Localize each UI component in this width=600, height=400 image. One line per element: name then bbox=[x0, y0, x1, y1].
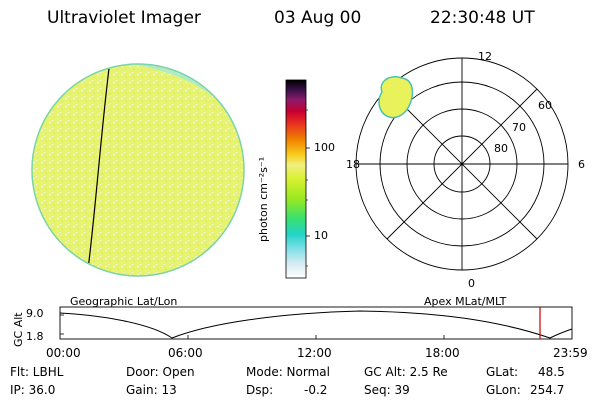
date-label: 03 Aug 00 bbox=[274, 8, 362, 28]
mlt-label-0: 0 bbox=[468, 277, 475, 290]
glon-label: GLon: bbox=[486, 383, 521, 397]
flt-info: Flt: LBHL bbox=[10, 365, 64, 379]
terminator-line bbox=[85, 64, 111, 276]
glat-value: 48.5 bbox=[538, 365, 565, 379]
polar-outer-ring bbox=[355, 57, 569, 271]
ip-info: IP: 36.0 bbox=[10, 383, 56, 397]
mode-info: Mode: Normal bbox=[246, 365, 330, 379]
polar-ring-80 bbox=[433, 135, 491, 193]
timeline-y-tick-1.8: 1.8 bbox=[26, 330, 44, 343]
earth-disk-fill bbox=[32, 64, 244, 276]
gc-alt-curve bbox=[59, 310, 573, 339]
door-info: Door: Open bbox=[126, 365, 195, 379]
x-tick-1200: 12:00 bbox=[297, 346, 332, 360]
polar-diagonal-1 bbox=[386, 88, 538, 240]
timeline-y-label: GC Alt bbox=[12, 312, 25, 347]
x-tick-1800: 18:00 bbox=[425, 346, 460, 360]
gain-info: Gain: 13 bbox=[126, 383, 177, 397]
polar-ring-70 bbox=[406, 108, 518, 220]
timeline-plot bbox=[59, 306, 573, 340]
glat-label: GLat: bbox=[486, 365, 519, 379]
auroral-patch bbox=[378, 76, 414, 119]
geographic-label: Geographic Lat/Lon bbox=[70, 295, 178, 308]
x-tick-0600: 06:00 bbox=[168, 346, 203, 360]
glon-value: 254.7 bbox=[530, 383, 565, 397]
seq-info: Seq: 39 bbox=[364, 383, 410, 397]
mlat-label-60: 60 bbox=[538, 99, 552, 112]
dsp-value: -0.2 bbox=[304, 383, 328, 397]
instrument-title: Ultraviolet Imager bbox=[47, 8, 201, 28]
colorbar bbox=[285, 79, 310, 279]
dsp-label: Dsp: bbox=[246, 383, 274, 397]
mlt-label-18: 18 bbox=[346, 158, 360, 171]
time-label: 22:30:48 UT bbox=[430, 8, 535, 28]
earth-limb bbox=[31, 63, 245, 277]
x-tick-2359: 23:59 bbox=[553, 346, 588, 360]
dayglow-edge bbox=[120, 64, 244, 150]
mlt-label-12: 12 bbox=[478, 50, 492, 63]
colorbar-unit-label: photon cm⁻²s⁻¹ bbox=[257, 156, 270, 242]
polar-ring-60 bbox=[379, 81, 545, 247]
mlt-label-6: 6 bbox=[578, 158, 585, 171]
x-tick-0000: 00:00 bbox=[46, 346, 81, 360]
colorbar-tick-10: 10 bbox=[314, 229, 328, 242]
mlat-label-70: 70 bbox=[512, 121, 526, 134]
colorbar-tick-100: 100 bbox=[314, 141, 335, 154]
timeline-y-tick-9: 9.0 bbox=[26, 307, 44, 320]
polar-diagonal-2 bbox=[386, 88, 538, 240]
mlat-label-80: 80 bbox=[494, 142, 508, 155]
apex-label: Apex MLat/MLT bbox=[424, 295, 507, 308]
gc-alt-info: GC Alt: 2.5 Re bbox=[364, 365, 448, 379]
